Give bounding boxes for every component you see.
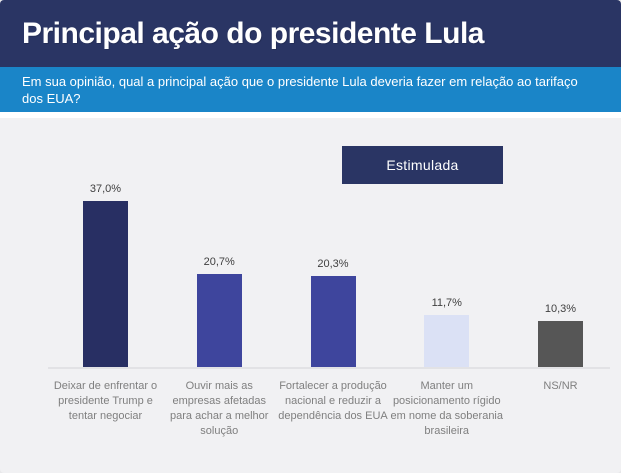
header: Principal ação do presidente Lula: [0, 0, 621, 67]
bar: [196, 274, 242, 367]
bar-category-label: Ouvir mais as empresas afetadas para ach…: [170, 380, 269, 437]
bar-value-label: 20,7%: [203, 256, 235, 268]
bar-chart: Estimulada 37,0% Deixar de enfrentar o pr…: [0, 118, 621, 473]
x-axis-line: [48, 367, 610, 369]
bar-value-label: 37,0%: [89, 183, 122, 195]
stimulated-badge-label: Estimulada: [386, 157, 459, 173]
bar-category-label: Deixar de enfrentar o presidente Trump e…: [53, 380, 158, 422]
bar-category-label: NS/NR: [543, 380, 578, 392]
divider-strip: [0, 112, 621, 118]
bar-value-label: 11,7%: [431, 297, 462, 309]
stimulated-badge: Estimulada: [342, 146, 503, 184]
bar: [538, 321, 583, 367]
bar-value-label: 10,3%: [544, 303, 577, 315]
bar-category-label: Manter um posicionamento rígido em nome …: [390, 380, 503, 437]
question-text: Em sua opinião, qual a principal ação qu…: [22, 73, 578, 106]
bar: [83, 201, 128, 367]
question-banner: Em sua opinião, qual a principal ação qu…: [0, 67, 621, 112]
bar-value-label: 20,3%: [317, 258, 349, 270]
bar: [424, 315, 470, 367]
bar: [310, 276, 356, 367]
bar-category-label: Fortalecer a produção nacional e reduzir…: [278, 380, 388, 422]
page-title: Principal ação do presidente Lula: [22, 16, 484, 50]
